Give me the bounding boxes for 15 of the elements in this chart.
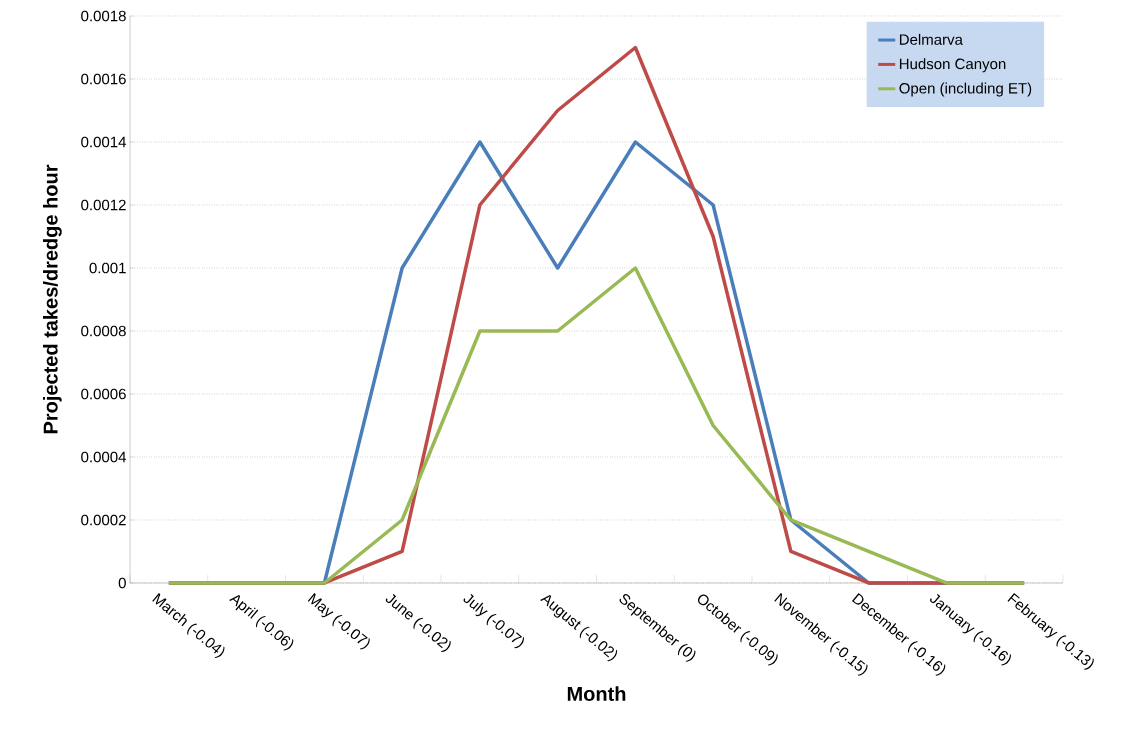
- y-tick-label: 0.0008: [81, 325, 126, 337]
- x-axis-title: Month: [567, 686, 626, 701]
- y-tick-label: 0: [118, 577, 126, 589]
- y-tick-label: 0.0018: [81, 10, 126, 22]
- y-tick-label: 0.0002: [81, 514, 126, 526]
- legend-label: Hudson Canyon: [899, 58, 1006, 73]
- y-tick-label: 0.0006: [81, 388, 126, 400]
- y-tick-label: 0.0004: [81, 451, 127, 463]
- y-axis-title: Projected takes/dredge hour: [43, 164, 62, 434]
- legend-label: Open (including ET): [899, 82, 1032, 97]
- y-tick-label: 0.0016: [81, 73, 126, 85]
- y-tick-label: 0.0012: [81, 199, 126, 211]
- legend-label: Delmarva: [899, 33, 963, 45]
- y-tick-label: 0.0014: [81, 136, 127, 148]
- y-tick-label: 0.001: [89, 262, 126, 274]
